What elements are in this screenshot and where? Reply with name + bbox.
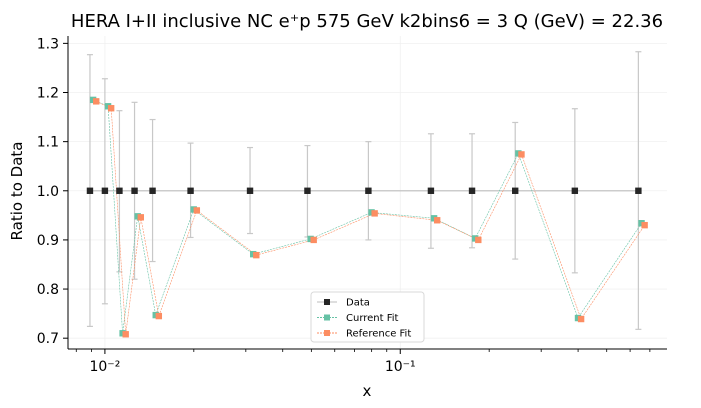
y-tick-labels: 0.7 0.8 0.9 1.0 1.1 1.2 1.3 — [37, 36, 59, 347]
y-tick-label: 1.3 — [37, 36, 59, 52]
x-tick-labels: 10⁻² 10⁻¹ — [89, 359, 415, 375]
series-line — [92, 99, 642, 334]
legend-marker — [324, 314, 330, 321]
data-point — [468, 187, 476, 194]
data-point — [427, 187, 435, 194]
chart-title: HERA I+II inclusive NC e⁺p 575 GeV k2bin… — [71, 11, 663, 32]
x-tick-label: 10⁻² — [89, 359, 120, 375]
y-tick-label: 0.8 — [37, 282, 59, 298]
data-point — [310, 236, 317, 244]
data-point — [475, 236, 482, 244]
data-point — [371, 210, 378, 217]
data-point — [149, 187, 156, 194]
data-point — [512, 187, 519, 194]
data-point — [101, 187, 109, 194]
y-tick-label: 1.2 — [37, 86, 59, 102]
y-axis-label: Ratio to Data — [8, 142, 26, 241]
data-point — [137, 214, 145, 221]
data-point — [122, 331, 129, 338]
data-point — [246, 187, 254, 194]
legend-label: Reference Fit — [346, 329, 411, 340]
data-point — [577, 315, 585, 323]
y-tick-label: 1.0 — [37, 184, 59, 200]
data-point — [187, 187, 194, 194]
x-axis-label: x — [363, 382, 372, 400]
y-tick-label: 0.9 — [37, 233, 59, 249]
data-point — [571, 187, 579, 194]
data-point — [86, 187, 94, 194]
axes — [63, 36, 667, 354]
legend: Data Current Fit Reference Fit — [310, 291, 425, 343]
data-point — [253, 251, 260, 259]
series-line — [96, 101, 645, 335]
data-point — [433, 217, 441, 224]
legend-box — [310, 291, 425, 343]
data-point — [365, 187, 372, 194]
y-tick-label: 1.1 — [37, 135, 59, 151]
x-tick-label: 10⁻¹ — [385, 359, 416, 375]
data-point — [193, 207, 201, 214]
data-point — [93, 98, 100, 105]
data-point — [641, 221, 648, 229]
legend-marker — [324, 330, 330, 336]
data-point — [116, 187, 123, 194]
data-point — [155, 312, 163, 320]
data-point — [635, 187, 642, 194]
data-point — [304, 187, 311, 194]
data-point — [518, 151, 525, 158]
data-point — [107, 105, 115, 112]
legend-marker — [324, 299, 330, 305]
y-tick-label: 0.7 — [37, 331, 59, 347]
legend-label: Current Fit — [346, 313, 399, 324]
legend-label: Data — [346, 298, 370, 309]
series-markers — [86, 96, 648, 338]
data-point — [131, 187, 138, 194]
